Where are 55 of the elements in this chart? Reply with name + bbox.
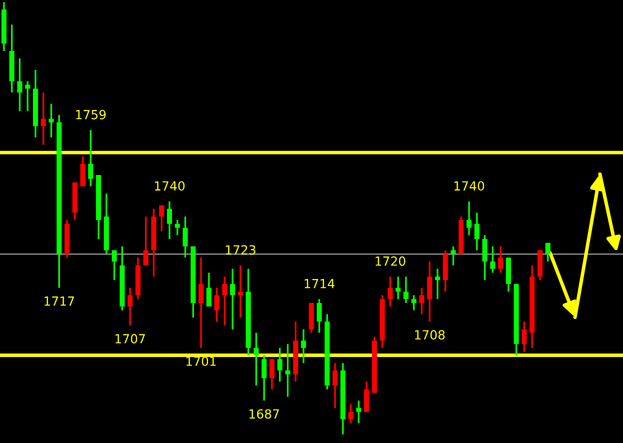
candlestick [112, 249, 117, 281]
candlestick [166, 200, 172, 240]
candlestick [522, 320, 527, 353]
annotation: 1759 [76, 110, 106, 120]
annotation: 1740 [154, 181, 185, 191]
candlestick [419, 287, 424, 316]
annotation: 1720 [376, 256, 406, 266]
candlestick [174, 219, 180, 236]
candlestick [482, 234, 488, 281]
candlestick [182, 216, 188, 258]
candlestick [254, 332, 259, 386]
candlestick [434, 268, 440, 300]
candlestick [498, 246, 504, 274]
candlestick [316, 298, 322, 334]
annotation: 1714 [304, 279, 334, 288]
candlestick [388, 276, 393, 308]
candlestick [198, 256, 204, 349]
candlestick [88, 129, 94, 188]
candlestick [269, 358, 274, 390]
candlestick [403, 276, 408, 304]
annotation: 1717 [44, 296, 74, 306]
annotation: 1687 [250, 409, 279, 419]
annotation: 1708 [415, 330, 445, 340]
candlestick [40, 92, 46, 146]
candlestick [348, 403, 354, 424]
candlestick [80, 156, 86, 188]
candlestick [206, 272, 212, 308]
annotation: 1707 [116, 334, 145, 344]
candlestick [230, 268, 236, 330]
candlestick [396, 276, 401, 300]
candlestick [300, 328, 306, 364]
candlestick [222, 276, 228, 326]
candlestick [48, 102, 54, 138]
candlestick [466, 200, 472, 236]
candlestick [277, 347, 282, 382]
annotation: 1740 [454, 181, 484, 191]
candlestick [545, 242, 550, 262]
candlestick [474, 212, 480, 252]
candlestick [214, 287, 220, 322]
candlestick [285, 343, 290, 398]
candlestick [364, 380, 370, 413]
annotation: 1723 [226, 245, 256, 255]
candlestick [25, 80, 30, 112]
candlestick [411, 294, 416, 312]
candlestick [238, 264, 243, 318]
candlestick [490, 246, 496, 274]
candlestick [332, 362, 338, 409]
candlestick [262, 354, 267, 402]
candlestick [356, 400, 362, 424]
candlestick [427, 260, 432, 322]
candlestick [17, 58, 22, 112]
candlestick [159, 204, 164, 232]
candlestick [128, 287, 133, 326]
candlestick [450, 246, 456, 266]
candlestick [143, 216, 148, 266]
